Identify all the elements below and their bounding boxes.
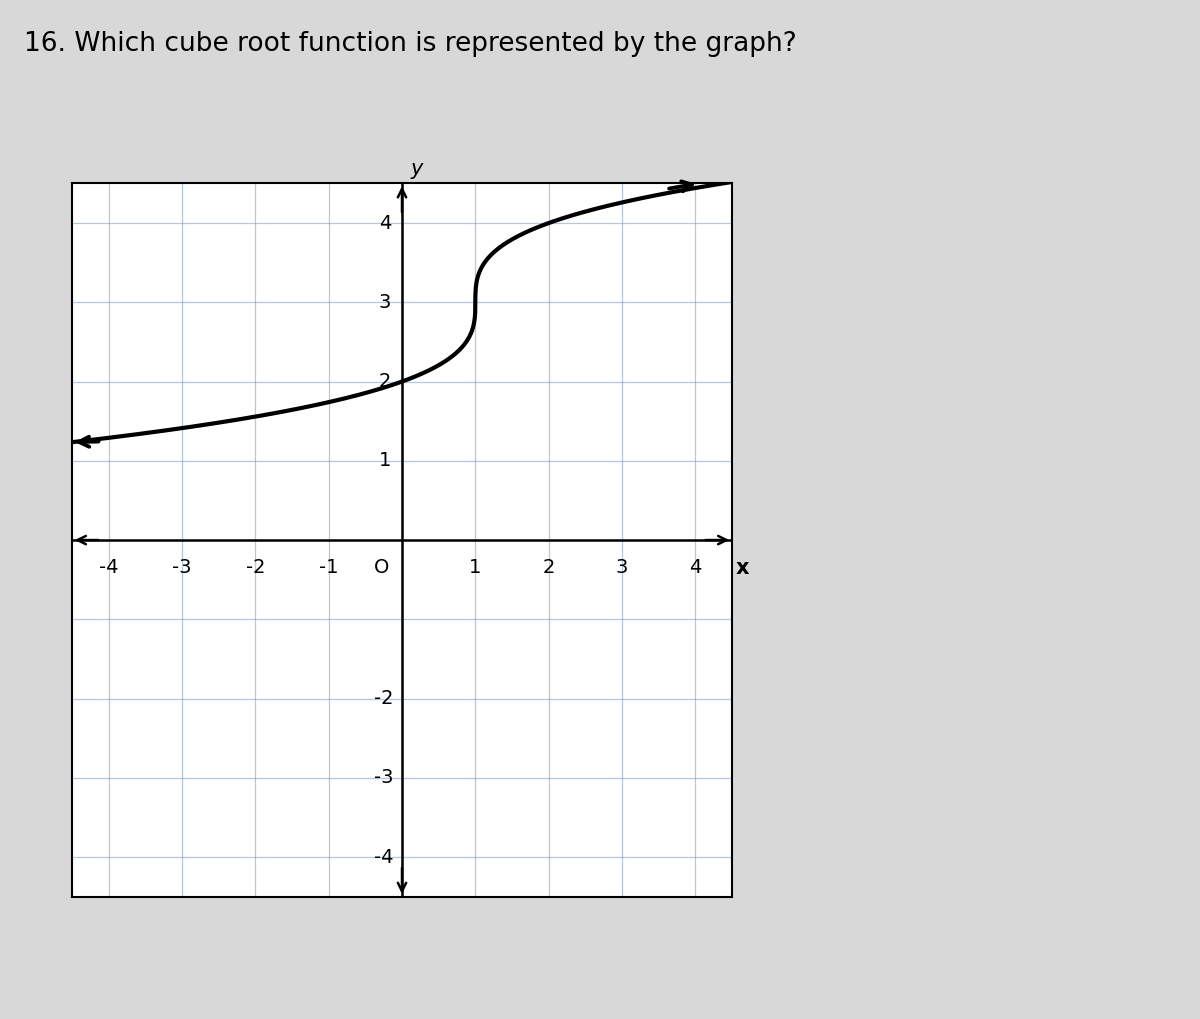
Text: 2: 2	[542, 557, 554, 577]
Text: 2: 2	[379, 372, 391, 391]
Text: -2: -2	[373, 689, 394, 708]
Text: O: O	[373, 557, 389, 577]
Text: -2: -2	[246, 557, 265, 577]
Text: 3: 3	[379, 292, 391, 312]
Text: 4: 4	[379, 214, 391, 232]
Text: -3: -3	[173, 557, 192, 577]
Text: 4: 4	[689, 557, 702, 577]
Text: 3: 3	[616, 557, 628, 577]
Text: 16. Which cube root function is represented by the graph?: 16. Which cube root function is represen…	[24, 31, 797, 57]
Text: y: y	[410, 159, 424, 179]
Text: x: x	[736, 557, 749, 578]
Text: -4: -4	[98, 557, 119, 577]
Text: -4: -4	[373, 848, 394, 866]
Text: -3: -3	[373, 768, 394, 788]
Text: 1: 1	[469, 557, 481, 577]
Text: -1: -1	[319, 557, 338, 577]
Text: 1: 1	[379, 451, 391, 471]
